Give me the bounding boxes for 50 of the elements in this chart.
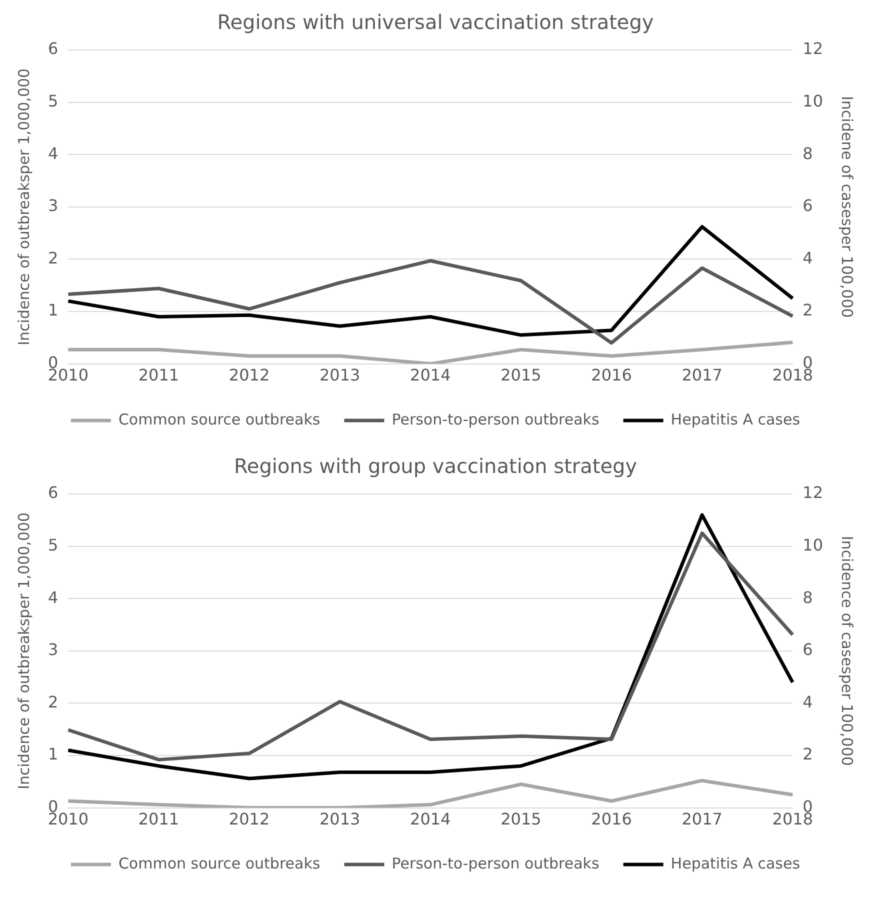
- y2-tick-label: 4: [802, 692, 813, 712]
- y2-axis-title: Incidence of casesper 100,000: [838, 536, 856, 766]
- legend-label: Hepatitis A cases: [670, 410, 800, 428]
- y2-tick-label: 12: [802, 483, 823, 502]
- y2-tick-label: 12: [802, 39, 823, 58]
- y-axis-title: Incidence of outbreaksper 1,000,000: [14, 68, 33, 346]
- legend-label: Person-to-person outbreaks: [392, 410, 600, 428]
- y-tick-label: 2: [48, 692, 58, 712]
- x-tick-label: 2014: [410, 366, 451, 385]
- y-tick-label: 1: [48, 744, 58, 764]
- legend-label: Person-to-person outbreaks: [392, 854, 600, 872]
- y2-tick-label: 10: [802, 91, 823, 110]
- y-tick-label: 6: [48, 483, 58, 502]
- x-tick-label: 2015: [500, 810, 542, 829]
- y2-tick-label: 8: [802, 144, 813, 163]
- x-tick-label: 2017: [682, 810, 722, 829]
- x-tick-label: 2013: [319, 810, 360, 829]
- y-tick-label: 4: [48, 144, 58, 163]
- y-tick-label: 3: [48, 196, 58, 216]
- y-tick-label: 5: [48, 535, 58, 554]
- y-tick-label: 2: [48, 248, 58, 268]
- legend-label: Common source outbreaks: [118, 854, 320, 872]
- y-tick-label: 5: [48, 91, 58, 110]
- y-tick-label: 3: [48, 640, 58, 660]
- y-tick-label: 4: [48, 588, 58, 607]
- y2-tick-label: 6: [802, 196, 813, 216]
- y2-tick-label: 4: [802, 248, 813, 268]
- y2-tick-label: 2: [802, 744, 813, 764]
- y2-tick-label: 6: [802, 640, 813, 660]
- x-tick-label: 2017: [682, 366, 722, 385]
- chart-title: Regions with universal vaccination strategy: [217, 10, 654, 34]
- y-axis-title: Incidence of outbreaksper 1,000,000: [14, 512, 33, 790]
- x-tick-label: 2012: [228, 810, 270, 829]
- x-tick-label: 2016: [591, 810, 632, 829]
- y-tick-label: 6: [48, 39, 58, 58]
- x-tick-label: 2012: [228, 366, 270, 385]
- legend-label: Hepatitis A cases: [670, 854, 800, 872]
- y2-tick-label: 2: [802, 300, 813, 320]
- x-tick-label: 2013: [319, 366, 360, 385]
- y2-axis-title: Incidene of casesper 100,000: [838, 96, 856, 318]
- y2-tick-label: 8: [802, 588, 813, 607]
- x-tick-label: 2015: [500, 366, 542, 385]
- x-tick-label: 2016: [591, 366, 632, 385]
- chart-title: Regions with group vaccination strategy: [234, 454, 638, 478]
- legend-label: Common source outbreaks: [118, 410, 320, 428]
- x-tick-label: 2014: [410, 810, 451, 829]
- x-tick-label: 2011: [138, 810, 180, 829]
- y2-tick-label: 10: [802, 535, 823, 554]
- x-tick-label: 2011: [138, 366, 180, 385]
- y-tick-label: 1: [48, 300, 58, 320]
